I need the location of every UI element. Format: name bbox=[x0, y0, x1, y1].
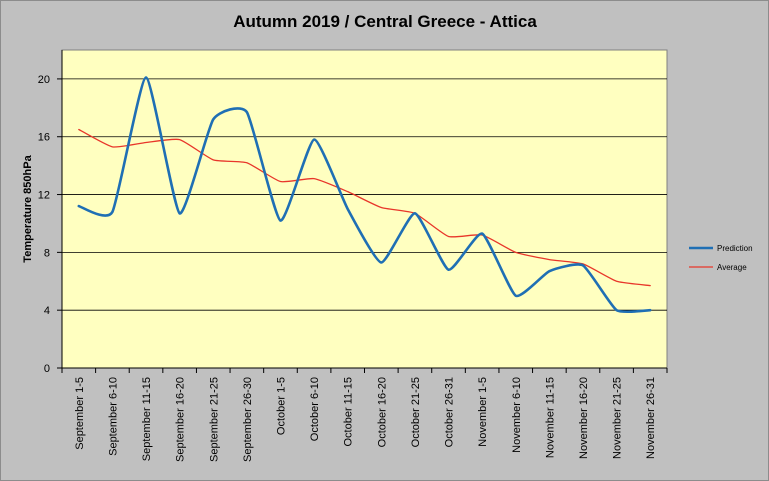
y-tick-label: 8 bbox=[44, 247, 50, 259]
y-tick-label: 12 bbox=[38, 190, 50, 202]
plot-area bbox=[61, 49, 668, 369]
series-line-prediction bbox=[77, 76, 652, 314]
chart-title: Autumn 2019 / Central Greece - Attica bbox=[233, 12, 537, 31]
grid-lines bbox=[57, 78, 667, 369]
x-tick-label: November 1-5 bbox=[477, 377, 489, 447]
x-tick-label: October 16-20 bbox=[376, 377, 388, 447]
y-tick-label: 20 bbox=[38, 74, 50, 86]
y-axis-label: Temperature 850hPa bbox=[22, 154, 34, 262]
y-tick-labels: 0 4 8 12 16 20 bbox=[38, 74, 50, 375]
legend: Prediction Average bbox=[689, 244, 753, 272]
y-tick-label: 4 bbox=[44, 305, 50, 317]
x-tick-label: October 26-31 bbox=[444, 377, 456, 447]
legend-label-prediction: Prediction bbox=[717, 244, 753, 253]
series-line-average bbox=[78, 128, 651, 287]
x-tick-label: September 6-10 bbox=[107, 377, 119, 456]
x-tick-label: October 6-10 bbox=[309, 377, 321, 441]
x-tick-label: October 21-25 bbox=[410, 377, 422, 447]
x-tick-label: November 6-10 bbox=[511, 377, 523, 453]
y-tick-label: 0 bbox=[44, 363, 50, 375]
x-tick-label: November 26-31 bbox=[645, 377, 657, 459]
y-tick-label: 16 bbox=[38, 132, 50, 144]
x-tick-label: November 16-20 bbox=[578, 377, 590, 459]
x-tick-label: September 16-20 bbox=[175, 377, 187, 462]
x-tick-label: September 26-30 bbox=[242, 377, 254, 462]
x-tick-label: October 1-5 bbox=[275, 377, 287, 435]
x-tick-label: October 11-15 bbox=[343, 377, 355, 447]
series-lines bbox=[77, 76, 652, 314]
x-tick-label: September 21-25 bbox=[208, 377, 220, 462]
x-tick-labels: September 1-5 September 6-10 September 11-… bbox=[74, 377, 657, 462]
axes bbox=[61, 50, 668, 373]
legend-label-average: Average bbox=[717, 263, 747, 272]
x-tick-label: November 11-15 bbox=[544, 377, 556, 458]
x-tick-label: September 11-15 bbox=[141, 377, 153, 461]
x-tick-label: November 21-25 bbox=[612, 377, 624, 459]
x-tick-label: September 1-5 bbox=[74, 377, 86, 450]
